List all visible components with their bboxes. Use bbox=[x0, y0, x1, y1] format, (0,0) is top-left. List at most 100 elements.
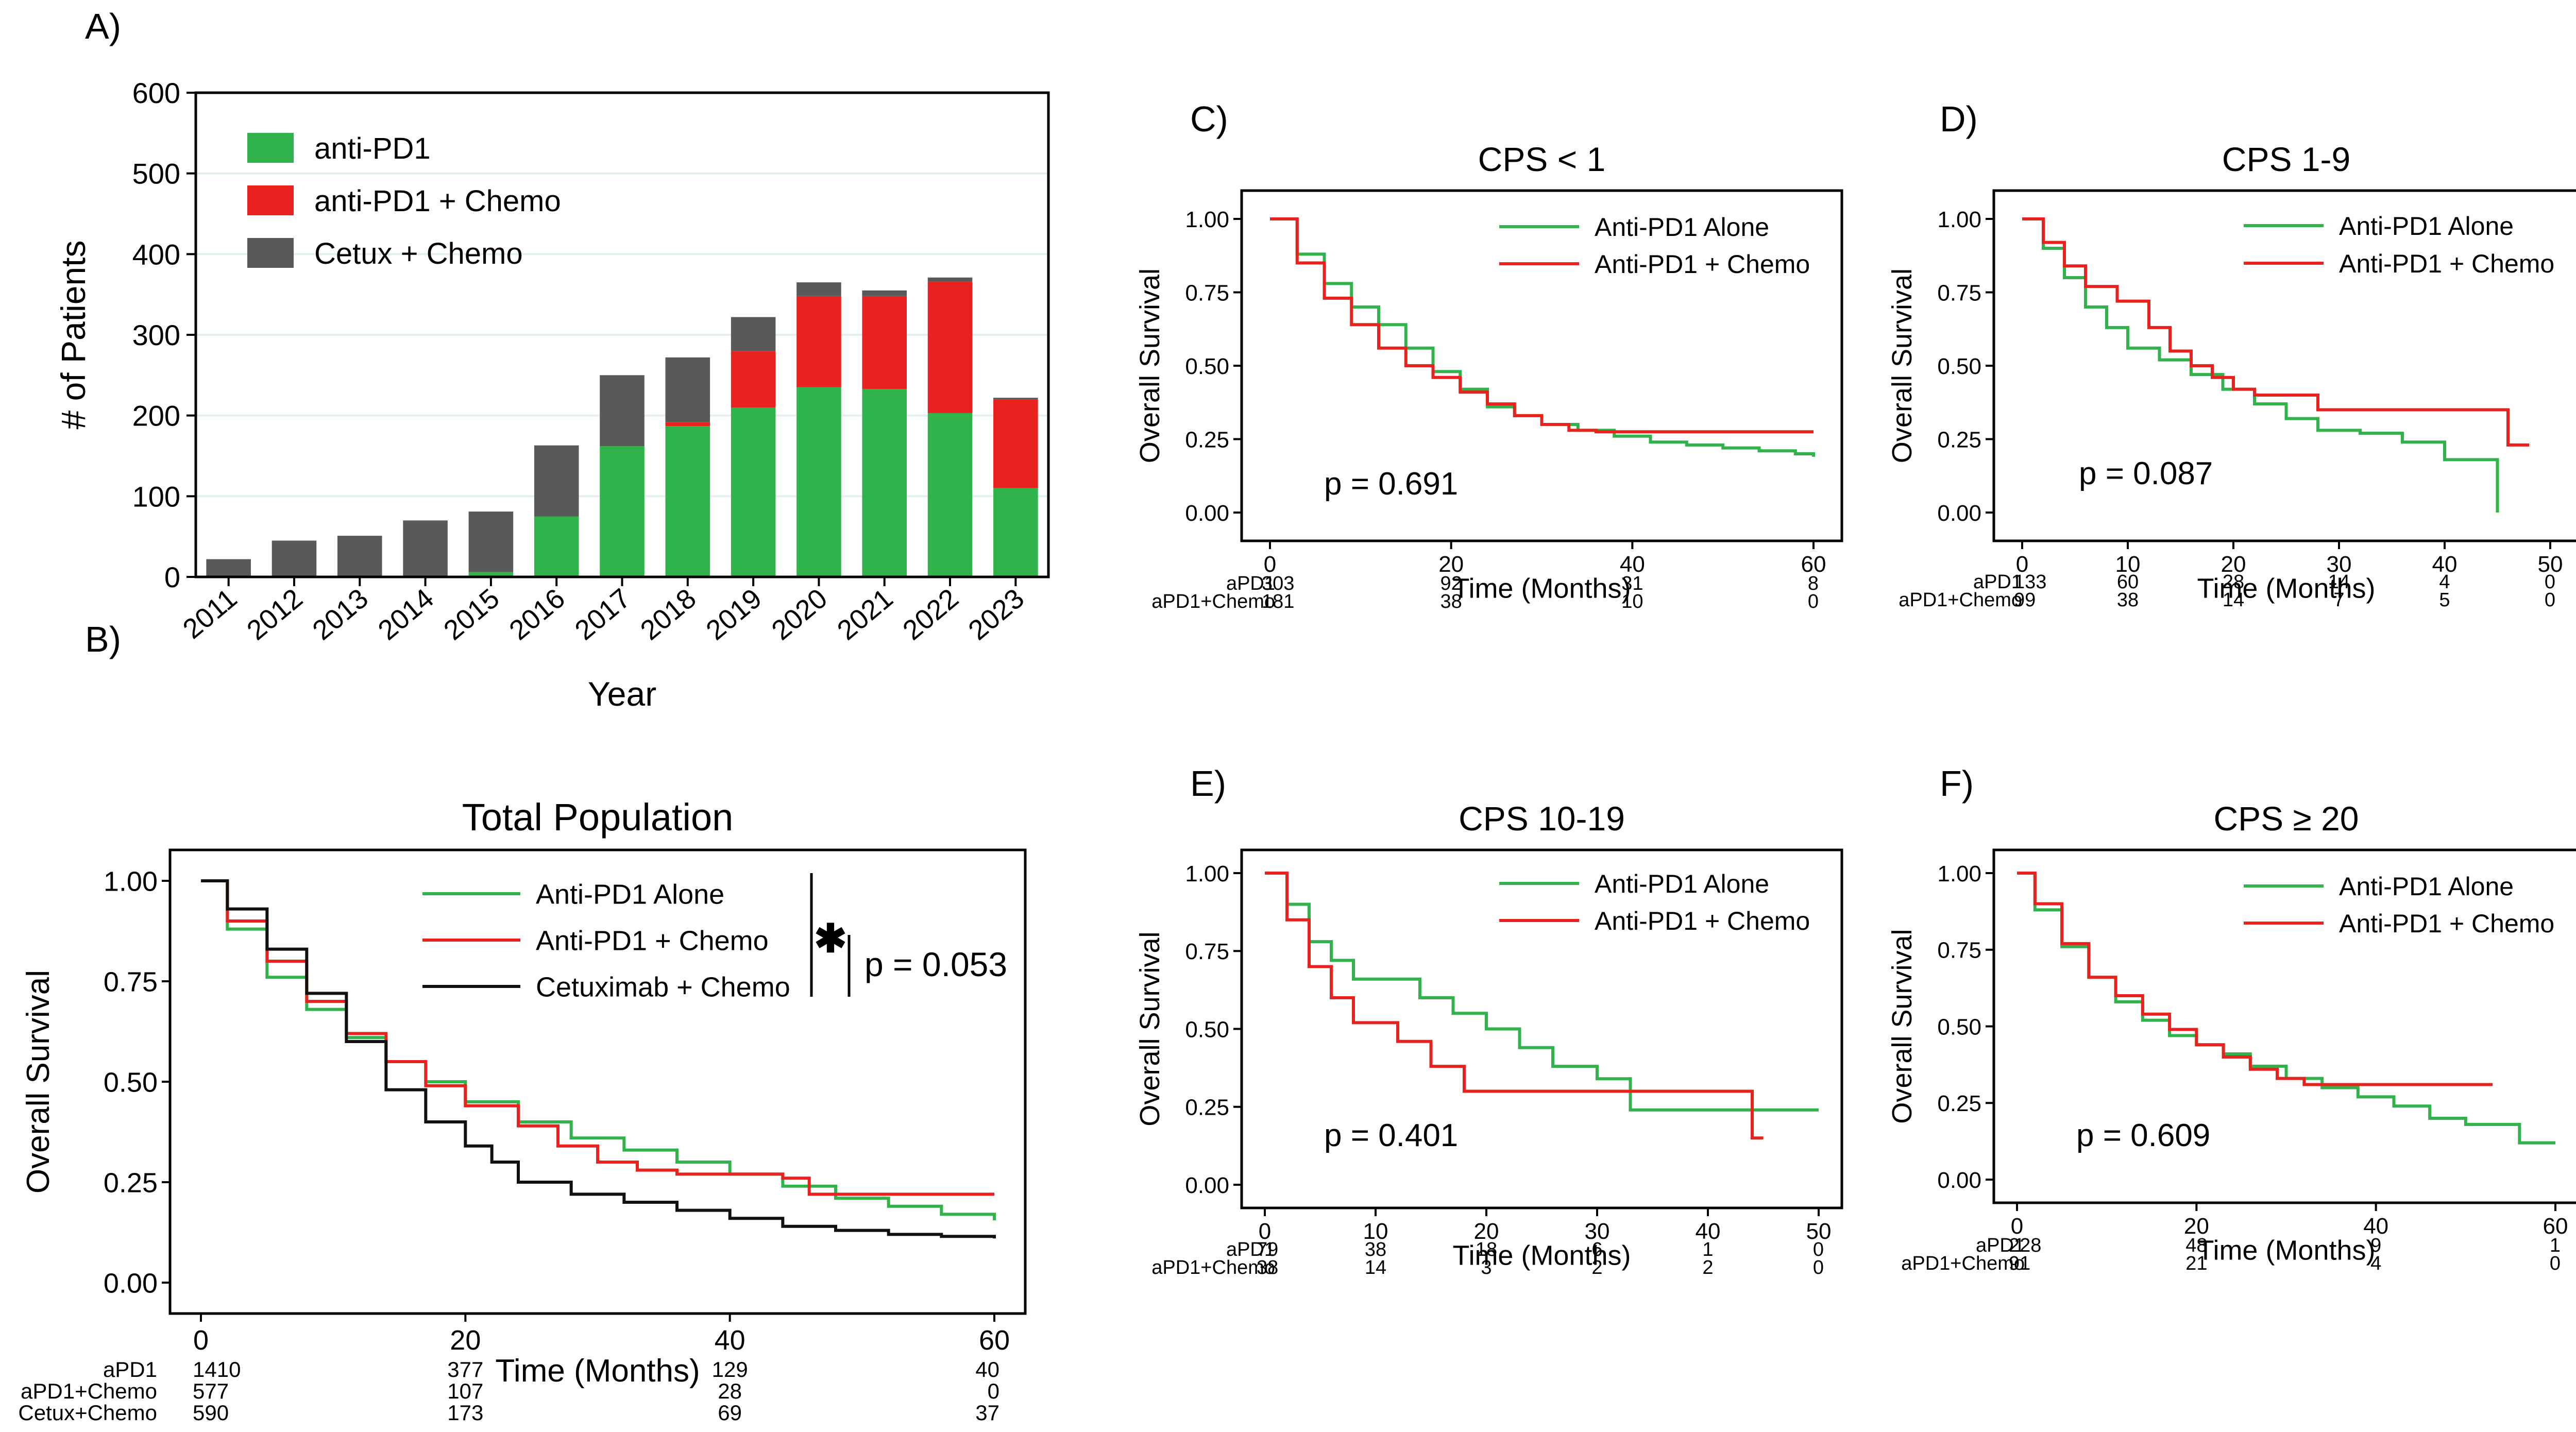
survival-curve bbox=[1265, 872, 1764, 1140]
risk-table-value: 48 bbox=[2185, 1235, 2207, 1256]
y-tick-label: 0.75 bbox=[104, 966, 158, 997]
risk-table-value: 38 bbox=[1257, 1257, 1278, 1278]
x-tick-label: 40 bbox=[1620, 552, 1645, 577]
chart-title: CPS 10-19 bbox=[1459, 799, 1625, 838]
y-tick-label: 0.50 bbox=[1937, 1014, 1981, 1039]
panel-label-d: D) bbox=[1940, 99, 1978, 139]
chart-title: CPS ≥ 20 bbox=[2213, 799, 2359, 838]
x-axis-label: Time (Months) bbox=[1452, 1240, 1631, 1271]
risk-table-value: 5 bbox=[2439, 589, 2450, 611]
bar-segment bbox=[600, 446, 645, 577]
panel-label-e: E) bbox=[1190, 763, 1226, 804]
x-tick-label: 0 bbox=[1259, 1219, 1271, 1244]
bar-segment bbox=[927, 281, 973, 413]
legend-label: Anti-PD1 + Chemo bbox=[1595, 250, 1810, 279]
x-tick-label: 60 bbox=[2543, 1214, 2568, 1239]
x-axis-label: Year bbox=[588, 675, 656, 713]
risk-table-label: aPD1 bbox=[1976, 1235, 2025, 1256]
risk-table-label: aPD1+Chemo bbox=[1901, 1253, 2025, 1274]
risk-table-value: 0 bbox=[2545, 571, 2555, 593]
x-tick-label: 2015 bbox=[438, 583, 505, 646]
risk-table-value: 99 bbox=[2014, 589, 2036, 611]
x-tick-label: 2017 bbox=[569, 583, 637, 646]
bar-segment bbox=[731, 407, 776, 577]
risk-table-value: 303 bbox=[1262, 573, 1294, 594]
y-axis-label: Overall Survival bbox=[21, 970, 56, 1194]
y-tick-label: 0.00 bbox=[1185, 501, 1229, 526]
x-tick-label: 10 bbox=[1363, 1219, 1388, 1244]
y-tick-label: 0.50 bbox=[1185, 354, 1229, 379]
x-tick-label: 0 bbox=[2011, 1214, 2023, 1239]
risk-table-value: 38 bbox=[2117, 589, 2139, 611]
risk-table-value: 1410 bbox=[193, 1357, 241, 1382]
y-tick-label: 0.75 bbox=[1185, 280, 1229, 305]
risk-table-value: 92 bbox=[1440, 573, 1462, 594]
risk-table-value: 79 bbox=[1257, 1239, 1278, 1260]
y-tick-label: 0.00 bbox=[1185, 1173, 1229, 1198]
risk-table-value: 0 bbox=[2545, 589, 2555, 611]
x-tick-label: 0 bbox=[1264, 552, 1276, 577]
legend-swatch bbox=[247, 133, 294, 163]
y-tick-label: 0.25 bbox=[1185, 1095, 1229, 1120]
y-tick-label: 0.50 bbox=[1185, 1017, 1229, 1042]
x-tick-label: 0 bbox=[193, 1325, 209, 1356]
bar-segment bbox=[993, 398, 1038, 400]
risk-table-label: aPD1+Chemo bbox=[1899, 589, 2022, 611]
x-tick-label: 2019 bbox=[700, 583, 768, 646]
panel-label-a: A) bbox=[85, 6, 121, 46]
y-tick-label: 1.00 bbox=[1185, 861, 1229, 887]
risk-table-value: 31 bbox=[1621, 573, 1643, 594]
bar-segment bbox=[731, 317, 776, 351]
x-tick-label: 2013 bbox=[307, 583, 374, 646]
y-tick-label: 300 bbox=[132, 319, 180, 351]
p-value: p = 0.691 bbox=[1324, 466, 1458, 502]
x-tick-label: 60 bbox=[1801, 552, 1826, 577]
y-axis-label: Overall Survival bbox=[1134, 931, 1165, 1126]
panel-e: E) CPS 10-190.000.250.500.751.000 10 20 30 4… bbox=[1134, 763, 1843, 1278]
y-axis-label: Overall Survival bbox=[1134, 268, 1165, 463]
bar-segment bbox=[731, 351, 776, 407]
y-axis-label: Overall Survival bbox=[1887, 929, 1918, 1123]
risk-table-value: 0 bbox=[2550, 1253, 2561, 1274]
chart-title: CPS 1-9 bbox=[2222, 140, 2350, 178]
p-value: p = 0.053 bbox=[865, 945, 1007, 983]
risk-table-value: 14 bbox=[2328, 571, 2350, 593]
x-tick-label: 20 bbox=[450, 1325, 481, 1356]
x-axis-label: Time (Months) bbox=[2197, 1235, 2375, 1266]
x-tick-label: 0 bbox=[2016, 552, 2028, 577]
risk-table-label: aPD1+Chemo bbox=[1151, 1257, 1275, 1278]
survival-curve bbox=[201, 879, 996, 1239]
plot-frame bbox=[194, 91, 1050, 578]
risk-table-value: 7 bbox=[2333, 589, 2344, 611]
x-tick-label: 2011 bbox=[177, 583, 243, 645]
x-axis-label: Time (Months) bbox=[2197, 573, 2375, 604]
legend-swatch bbox=[247, 185, 294, 215]
x-tick-label: 50 bbox=[1806, 1219, 1832, 1244]
risk-table-value: 10 bbox=[1621, 591, 1643, 612]
y-tick-label: 0.00 bbox=[1937, 1168, 1981, 1193]
risk-table-label: aPD1+Chemo bbox=[21, 1379, 157, 1403]
legend-label: Cetuximab + Chemo bbox=[536, 971, 790, 1002]
x-tick-label: 20 bbox=[2184, 1214, 2209, 1239]
risk-table-value: 0 bbox=[1813, 1257, 1824, 1278]
x-tick-label: 40 bbox=[2432, 552, 2458, 577]
x-tick-label: 2022 bbox=[897, 583, 964, 646]
x-axis-label: Time (Months) bbox=[1452, 573, 1631, 604]
risk-table-label: aPD1 bbox=[1973, 571, 2022, 593]
risk-table-label: aPD1 bbox=[1226, 573, 1275, 594]
x-tick-label: 20 bbox=[2221, 552, 2246, 577]
bar-segment bbox=[534, 516, 579, 577]
risk-table-value: 2 bbox=[1591, 1257, 1602, 1278]
p-value: p = 0.401 bbox=[1324, 1118, 1458, 1153]
bar-segment bbox=[927, 277, 973, 282]
bar-segment bbox=[796, 296, 841, 387]
y-tick-label: 0.00 bbox=[104, 1268, 158, 1299]
risk-table-value: 8 bbox=[1808, 573, 1819, 594]
bar-segment bbox=[665, 426, 710, 577]
risk-table-label: Cetux+Chemo bbox=[18, 1401, 157, 1425]
y-tick-label: 1.00 bbox=[1937, 861, 1981, 887]
bar-segment bbox=[796, 387, 841, 577]
x-tick-label: 60 bbox=[979, 1325, 1010, 1356]
